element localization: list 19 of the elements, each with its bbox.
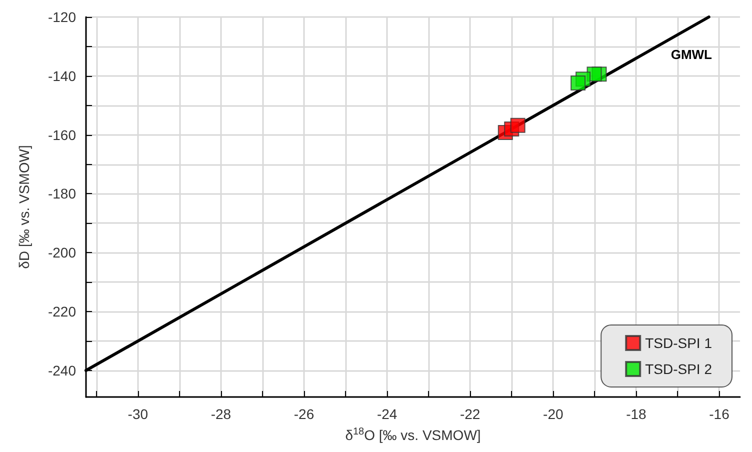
x-tick-label: -18 (626, 406, 647, 422)
x-tick-label: -16 (709, 406, 730, 422)
x-tick-label: -22 (460, 406, 480, 422)
y-tick-label: -160 (48, 126, 76, 143)
x-tick-label: -28 (210, 406, 232, 422)
x-tick-label: -30 (128, 406, 148, 422)
y-tick-label: -220 (48, 304, 76, 320)
y-tick-label: -180 (48, 186, 76, 202)
x-tick-label: -20 (543, 406, 564, 422)
legend-label: TSD-SPI 1 (645, 335, 712, 351)
x-tick-label: -24 (376, 406, 398, 422)
y-tick-label: -240 (48, 362, 76, 378)
y-tick-label: -120 (48, 9, 76, 25)
x-tick-label: -26 (294, 406, 314, 422)
y-axis-title: δD [‰ vs. VSMOW] (16, 145, 32, 269)
annotation: GMWL (670, 47, 712, 62)
legend-label: TSD-SPI 2 (645, 361, 712, 377)
y-tick-label: -200 (48, 244, 76, 261)
y-tick-label: -140 (48, 68, 76, 84)
